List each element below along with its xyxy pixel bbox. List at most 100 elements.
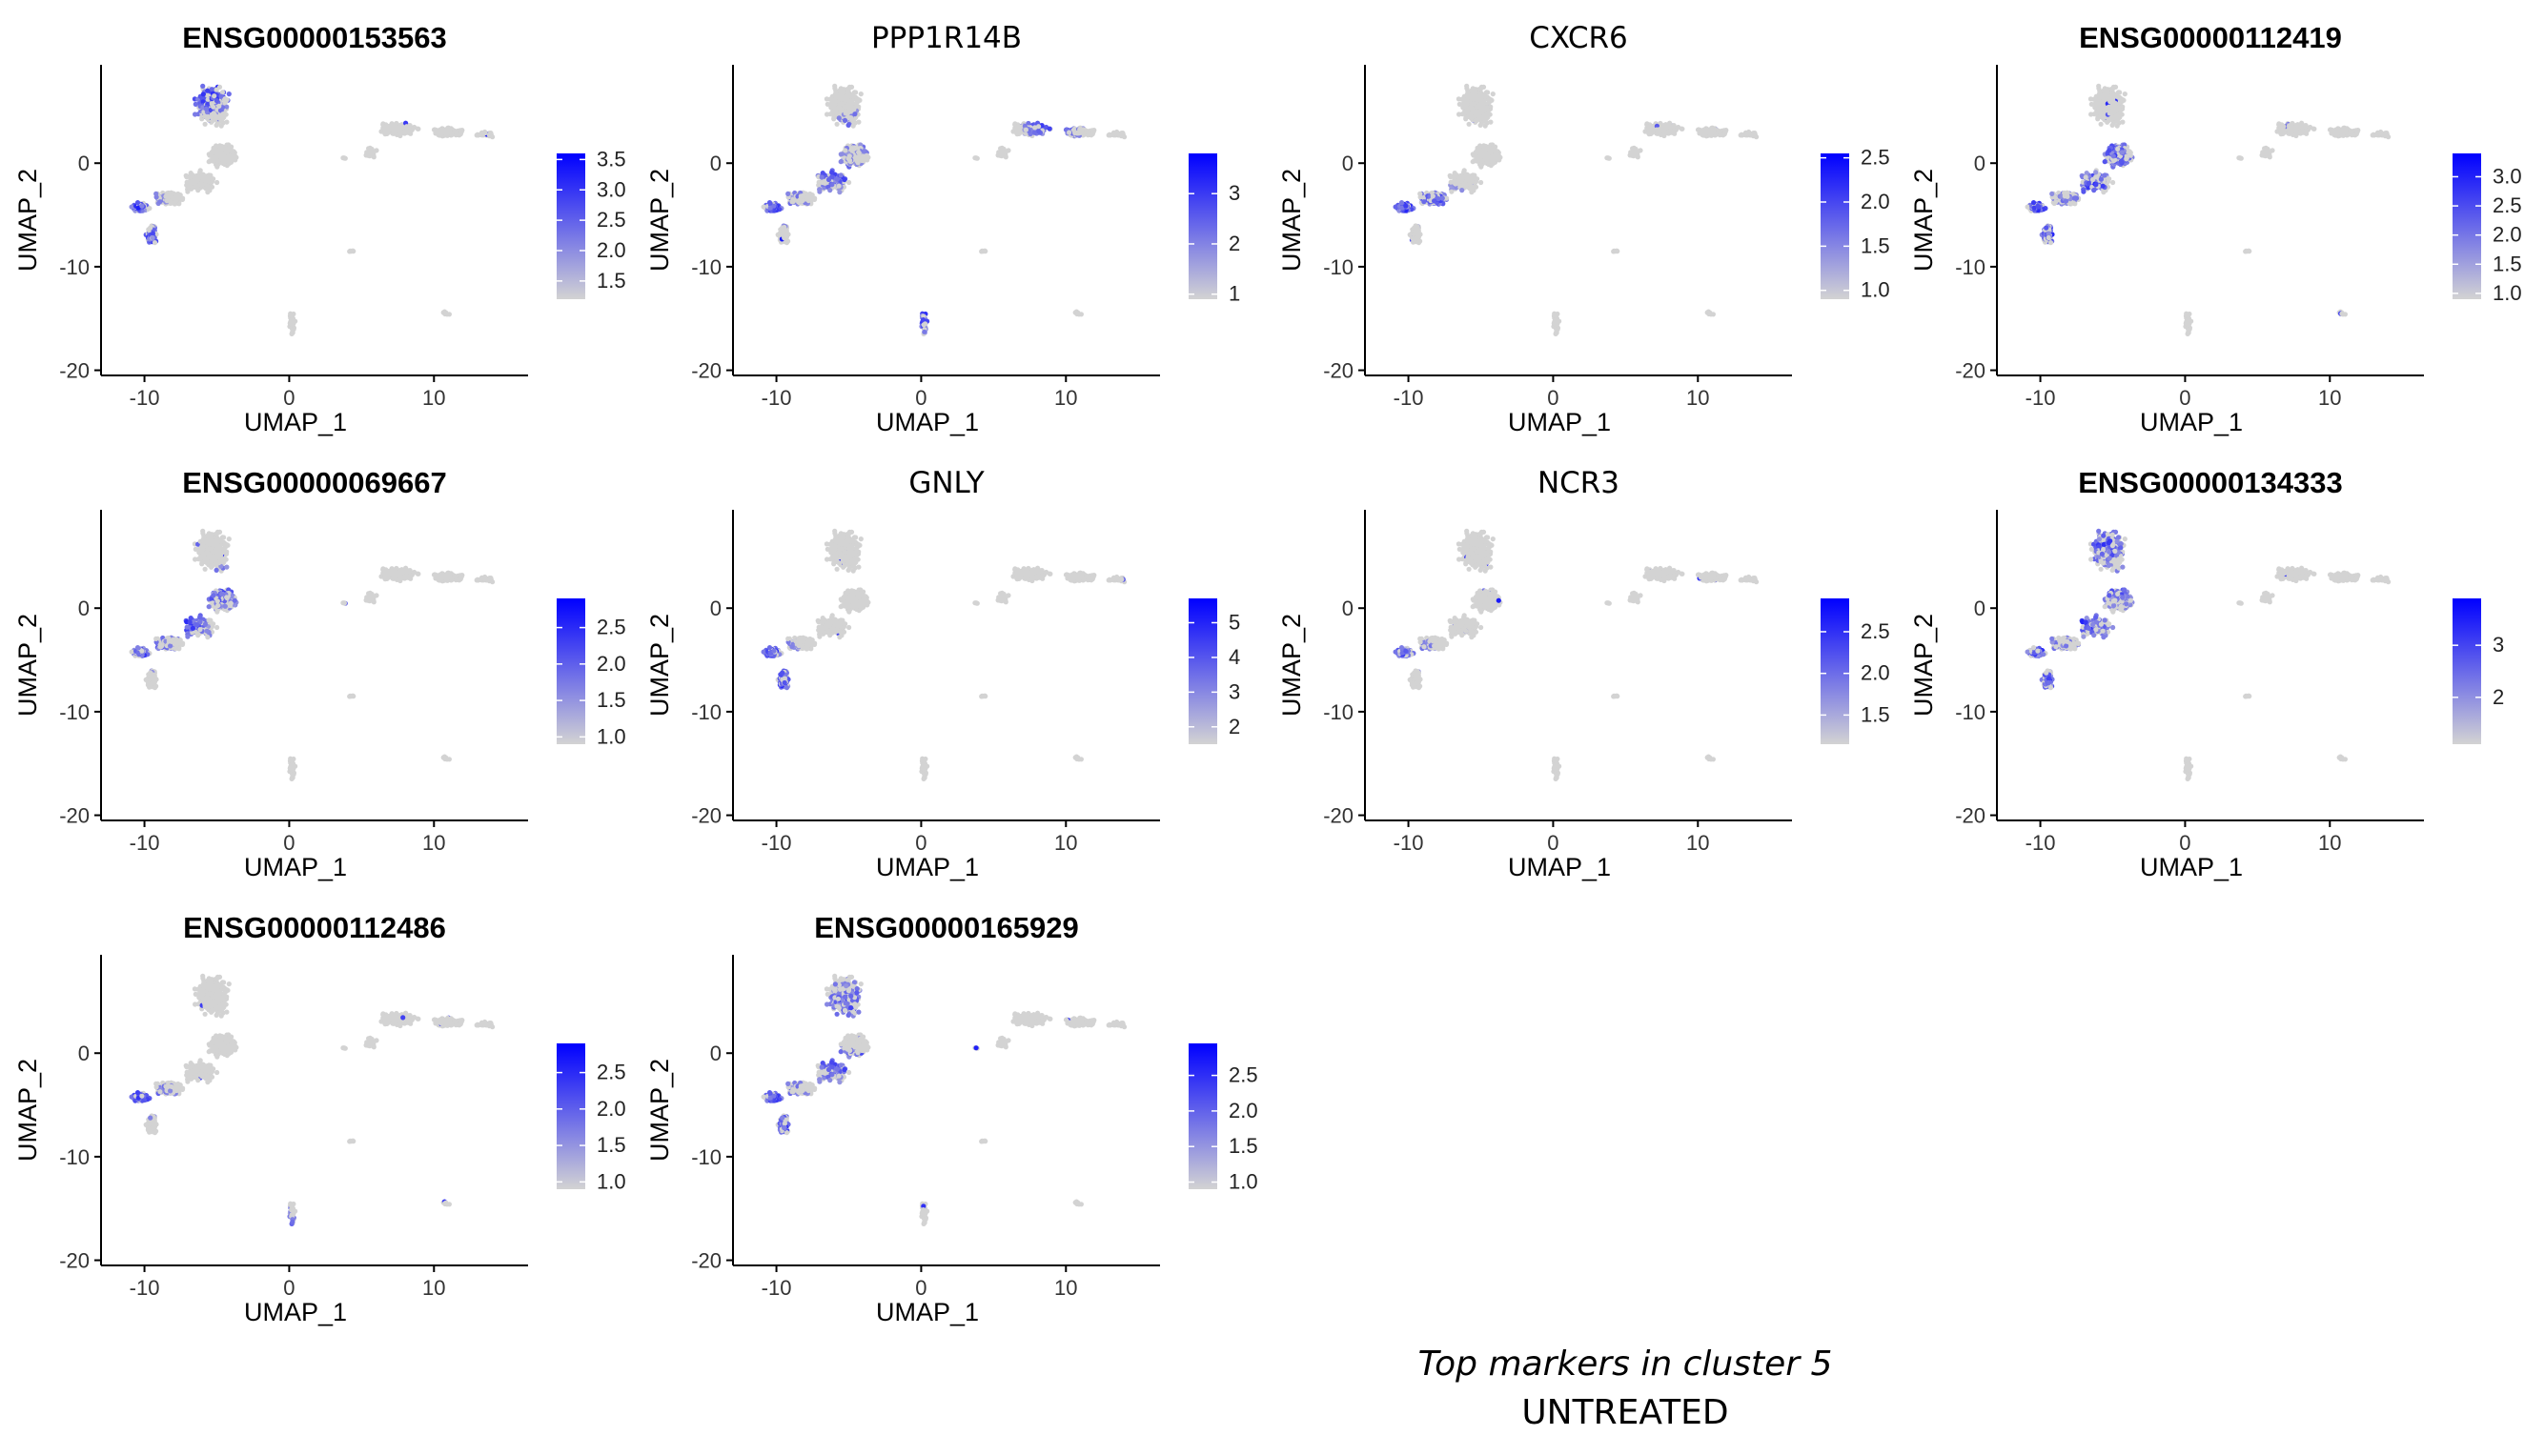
x-axis-label: UMAP_1 (244, 408, 347, 436)
legend-tick-label: 2.0 (597, 238, 626, 262)
cell-point (1456, 101, 1462, 107)
cell-point (195, 188, 201, 193)
cell-point (1466, 121, 1472, 127)
cell-point (1393, 204, 1398, 210)
cell-point (232, 152, 237, 158)
cell-point (789, 199, 795, 205)
cell-point (1679, 126, 1684, 131)
cell-point (1492, 156, 1497, 162)
cell-point (837, 190, 843, 195)
cell-point (384, 131, 391, 136)
scatter-points (129, 83, 496, 336)
cell-point (807, 195, 813, 201)
cell-point (1439, 195, 1445, 201)
cell-point (1469, 190, 1475, 195)
cell-point (842, 176, 847, 183)
y-axis-label: UMAP_2 (13, 169, 42, 272)
cell-point (1075, 311, 1081, 316)
cell-point (846, 153, 852, 159)
cell-point (1464, 91, 1470, 97)
cell-point (1403, 203, 1409, 209)
cell-point (220, 111, 226, 117)
cell-point (139, 203, 145, 209)
cell-point (224, 150, 230, 155)
cell-point (852, 111, 858, 117)
cell-point (1470, 159, 1476, 165)
cell-point (218, 93, 224, 99)
cell-point (1484, 111, 1490, 117)
x-tick-label: 10 (1054, 386, 1077, 410)
cell-point (854, 158, 860, 164)
cell-point (222, 158, 228, 164)
cell-point (1483, 146, 1489, 152)
cell-point (435, 130, 440, 135)
cell-point (980, 249, 986, 254)
cell-point (1452, 171, 1457, 176)
cell-point (204, 183, 210, 189)
cell-point (1648, 131, 1655, 136)
cell-point (214, 87, 219, 92)
cell-point (210, 176, 215, 183)
cell-point (1467, 106, 1473, 111)
cell-point (864, 152, 869, 158)
cell-point (851, 146, 857, 152)
cell-point (157, 199, 163, 205)
cell-point (206, 172, 212, 178)
umap-panel: ENSG00000153563-10 0 10-20-100UMAP_1UMAP_2… (13, 21, 626, 436)
cell-point (487, 131, 493, 137)
cell-point (216, 115, 222, 121)
cell-point (190, 185, 195, 191)
cell-point (216, 103, 222, 109)
cell-point (197, 170, 203, 175)
cell-point (973, 155, 979, 161)
cell-point (820, 171, 825, 176)
cell-point (385, 124, 391, 130)
cell-point (832, 91, 839, 97)
legend-tick-label: 3.0 (597, 177, 626, 201)
x-tick-label: 0 (283, 386, 295, 410)
cell-point (1553, 322, 1558, 328)
cell-point (212, 93, 217, 99)
legend-tick-label: 3.5 (597, 147, 626, 171)
cell-point (844, 93, 849, 99)
cell-point (1459, 188, 1465, 193)
cell-point (150, 234, 155, 241)
cell-point (827, 188, 833, 193)
cell-point (841, 87, 846, 92)
cell-point (1415, 240, 1422, 246)
cell-point (1664, 125, 1670, 131)
cell-point (1480, 103, 1486, 109)
x-tick-label: -10 (762, 386, 792, 410)
cell-point (1486, 100, 1492, 106)
cell-point (1001, 152, 1007, 158)
cell-point (1706, 131, 1712, 136)
cell-point (854, 100, 860, 106)
cell-point (1464, 83, 1470, 89)
cell-point (1456, 111, 1462, 117)
cell-point (193, 111, 198, 117)
cell-point (209, 87, 214, 92)
cell-point (1480, 115, 1486, 121)
cell-point (290, 329, 295, 334)
y-tick-label: -20 (691, 359, 722, 383)
cell-point (205, 88, 211, 93)
cell-point (1668, 129, 1674, 134)
cell-point (856, 119, 862, 125)
cell-point (1699, 130, 1704, 135)
cell-point (860, 156, 865, 162)
cell-point (1085, 129, 1090, 134)
cell-point (193, 176, 200, 183)
cell-point (1106, 132, 1111, 138)
cell-point (134, 200, 141, 206)
cell-point (404, 129, 410, 134)
cell-point (442, 131, 448, 136)
cell-point (415, 126, 420, 131)
cell-point (482, 130, 488, 136)
cell-point (782, 234, 787, 241)
y-tick-label: 0 (710, 152, 722, 175)
cell-point (400, 125, 406, 131)
y-tick-label: -10 (691, 255, 722, 279)
cell-point (825, 111, 830, 117)
